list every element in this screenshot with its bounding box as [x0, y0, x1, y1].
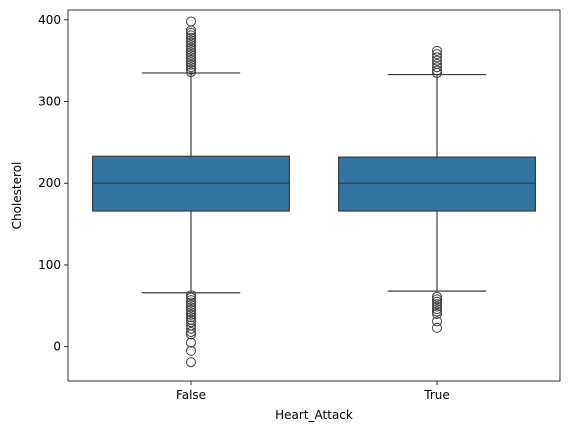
outlier-point	[186, 49, 196, 60]
outlier-point	[186, 302, 196, 313]
outlier-point	[432, 55, 442, 66]
y-axis-label: Cholesterol	[10, 162, 24, 230]
y-tick-label: 200	[38, 176, 61, 190]
outlier-point	[186, 59, 196, 70]
outlier-point	[432, 301, 442, 312]
y-tick-label: 0	[53, 340, 61, 354]
outlier-point	[186, 62, 196, 73]
outlier-point	[186, 304, 196, 315]
outlier-point	[432, 308, 442, 319]
outlier-point	[432, 316, 442, 327]
outlier-point	[186, 35, 196, 46]
outlier-point	[186, 40, 196, 51]
outlier-point	[432, 65, 442, 76]
x-tick-label: False	[176, 388, 206, 402]
outlier-point	[186, 37, 196, 48]
x-axis: False True	[176, 381, 450, 402]
outlier-point	[432, 299, 442, 310]
outlier-point	[186, 345, 196, 356]
outlier-point	[432, 52, 442, 63]
outlier-point	[432, 296, 442, 307]
y-axis: 0 100 200 300 400	[38, 13, 68, 354]
outlier-point	[186, 52, 196, 63]
y-tick-label: 300	[38, 95, 61, 109]
axes-frame	[67, 9, 561, 382]
x-axis-label: Heart_Attack	[275, 408, 353, 422]
outlier-point	[432, 62, 442, 73]
outlier-point	[186, 337, 196, 348]
outlier-point	[432, 45, 442, 56]
y-tick-label: 100	[38, 258, 61, 272]
iqr-box	[338, 156, 537, 212]
outlier-point	[432, 304, 442, 315]
outlier-point	[186, 64, 196, 75]
plot-area	[91, 16, 537, 368]
outlier-point	[432, 291, 442, 302]
outlier-point	[186, 16, 196, 27]
outlier-point	[432, 294, 442, 305]
outlier-point	[186, 67, 196, 78]
outlier-point	[186, 314, 196, 325]
outlier-point	[432, 58, 442, 69]
outlier-point	[186, 45, 196, 56]
outlier-point	[186, 32, 196, 43]
outlier-point	[186, 320, 196, 331]
y-tick-label: 400	[38, 13, 61, 27]
outlier-point	[186, 27, 196, 38]
outlier-point	[432, 322, 442, 333]
outlier-point	[186, 42, 196, 53]
outlier-point	[432, 49, 442, 60]
x-tick-label: True	[423, 388, 450, 402]
box-group-false	[91, 16, 291, 368]
outlier-point	[186, 307, 196, 318]
box-group-true	[338, 45, 537, 333]
outlier-point	[186, 30, 196, 41]
outlier-point	[186, 312, 196, 323]
outlier-point	[186, 54, 196, 65]
outlier-point	[186, 47, 196, 58]
outlier-point	[186, 309, 196, 320]
outlier-point	[186, 290, 196, 301]
outlier-point	[186, 57, 196, 68]
outlier-point	[186, 300, 196, 311]
outlier-point	[186, 292, 196, 303]
outlier-point	[186, 295, 196, 306]
outlier-point	[186, 297, 196, 308]
outlier-point	[432, 306, 442, 317]
outlier-point	[186, 317, 196, 328]
outlier-point	[186, 357, 196, 368]
outlier-point	[186, 326, 196, 337]
